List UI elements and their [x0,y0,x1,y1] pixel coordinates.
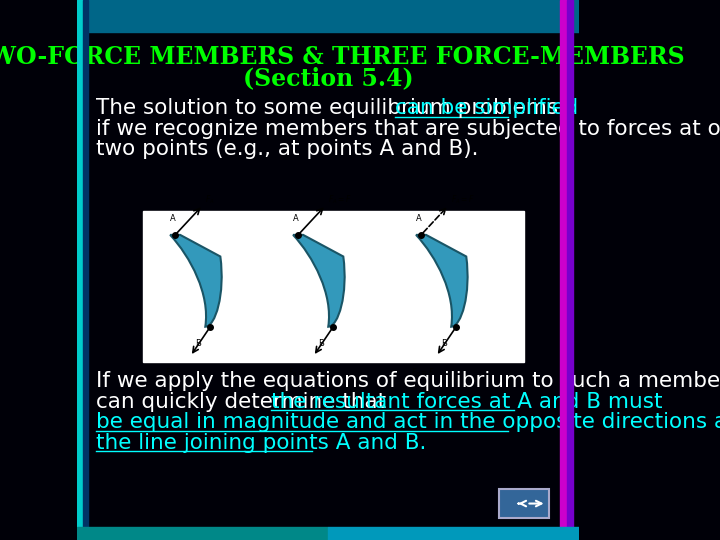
Text: $F_A = F$: $F_A = F$ [328,193,352,206]
Bar [560,0,567,540]
Bar [84,0,89,540]
Text: two points (e.g., at points A and B).: two points (e.g., at points A and B). [96,139,479,159]
Text: If we apply the equations of equilibrium to such a member, we: If we apply the equations of equilibrium… [96,370,720,391]
Text: $F_A = F$: $F_A = F$ [451,193,475,206]
Text: $F_B = F$: $F_B = F$ [411,366,435,379]
Text: can quickly determine that: can quickly determine that [96,392,393,412]
Text: A: A [416,214,422,224]
Bar [499,489,549,518]
PathPatch shape [293,235,345,327]
Text: The solution to some equilibrium problems: The solution to some equilibrium problem… [96,98,565,118]
Text: B: B [441,339,447,348]
Text: A: A [293,214,299,224]
Text: the resultant forces at A and B must: the resultant forces at A and B must [271,392,662,412]
Text: be equal in magnitude and act in the opposite directions along: be equal in magnitude and act in the opp… [96,412,720,433]
Text: $F_B$: $F_B$ [165,366,175,379]
Bar [77,0,84,540]
Text: B: B [195,339,201,348]
Bar [77,526,328,540]
Bar [77,0,579,32]
PathPatch shape [416,235,467,327]
Bar [328,526,579,540]
Text: TWO-FORCE MEMBERS & THREE FORCE-MEMBERS: TWO-FORCE MEMBERS & THREE FORCE-MEMBERS [0,45,685,69]
Bar [143,211,524,362]
Text: if we recognize members that are subjected to forces at only: if we recognize members that are subject… [96,118,720,139]
Text: can be simplified: can be simplified [395,98,578,118]
Text: the line joining points A and B.: the line joining points A and B. [96,433,427,453]
PathPatch shape [170,235,222,327]
Text: $F_B = F$: $F_B = F$ [288,366,312,379]
Bar [567,0,573,540]
Text: (Section 5.4): (Section 5.4) [243,66,413,90]
Text: $F_A$: $F_A$ [205,193,215,206]
Text: A: A [170,214,176,224]
Text: B: B [318,339,324,348]
